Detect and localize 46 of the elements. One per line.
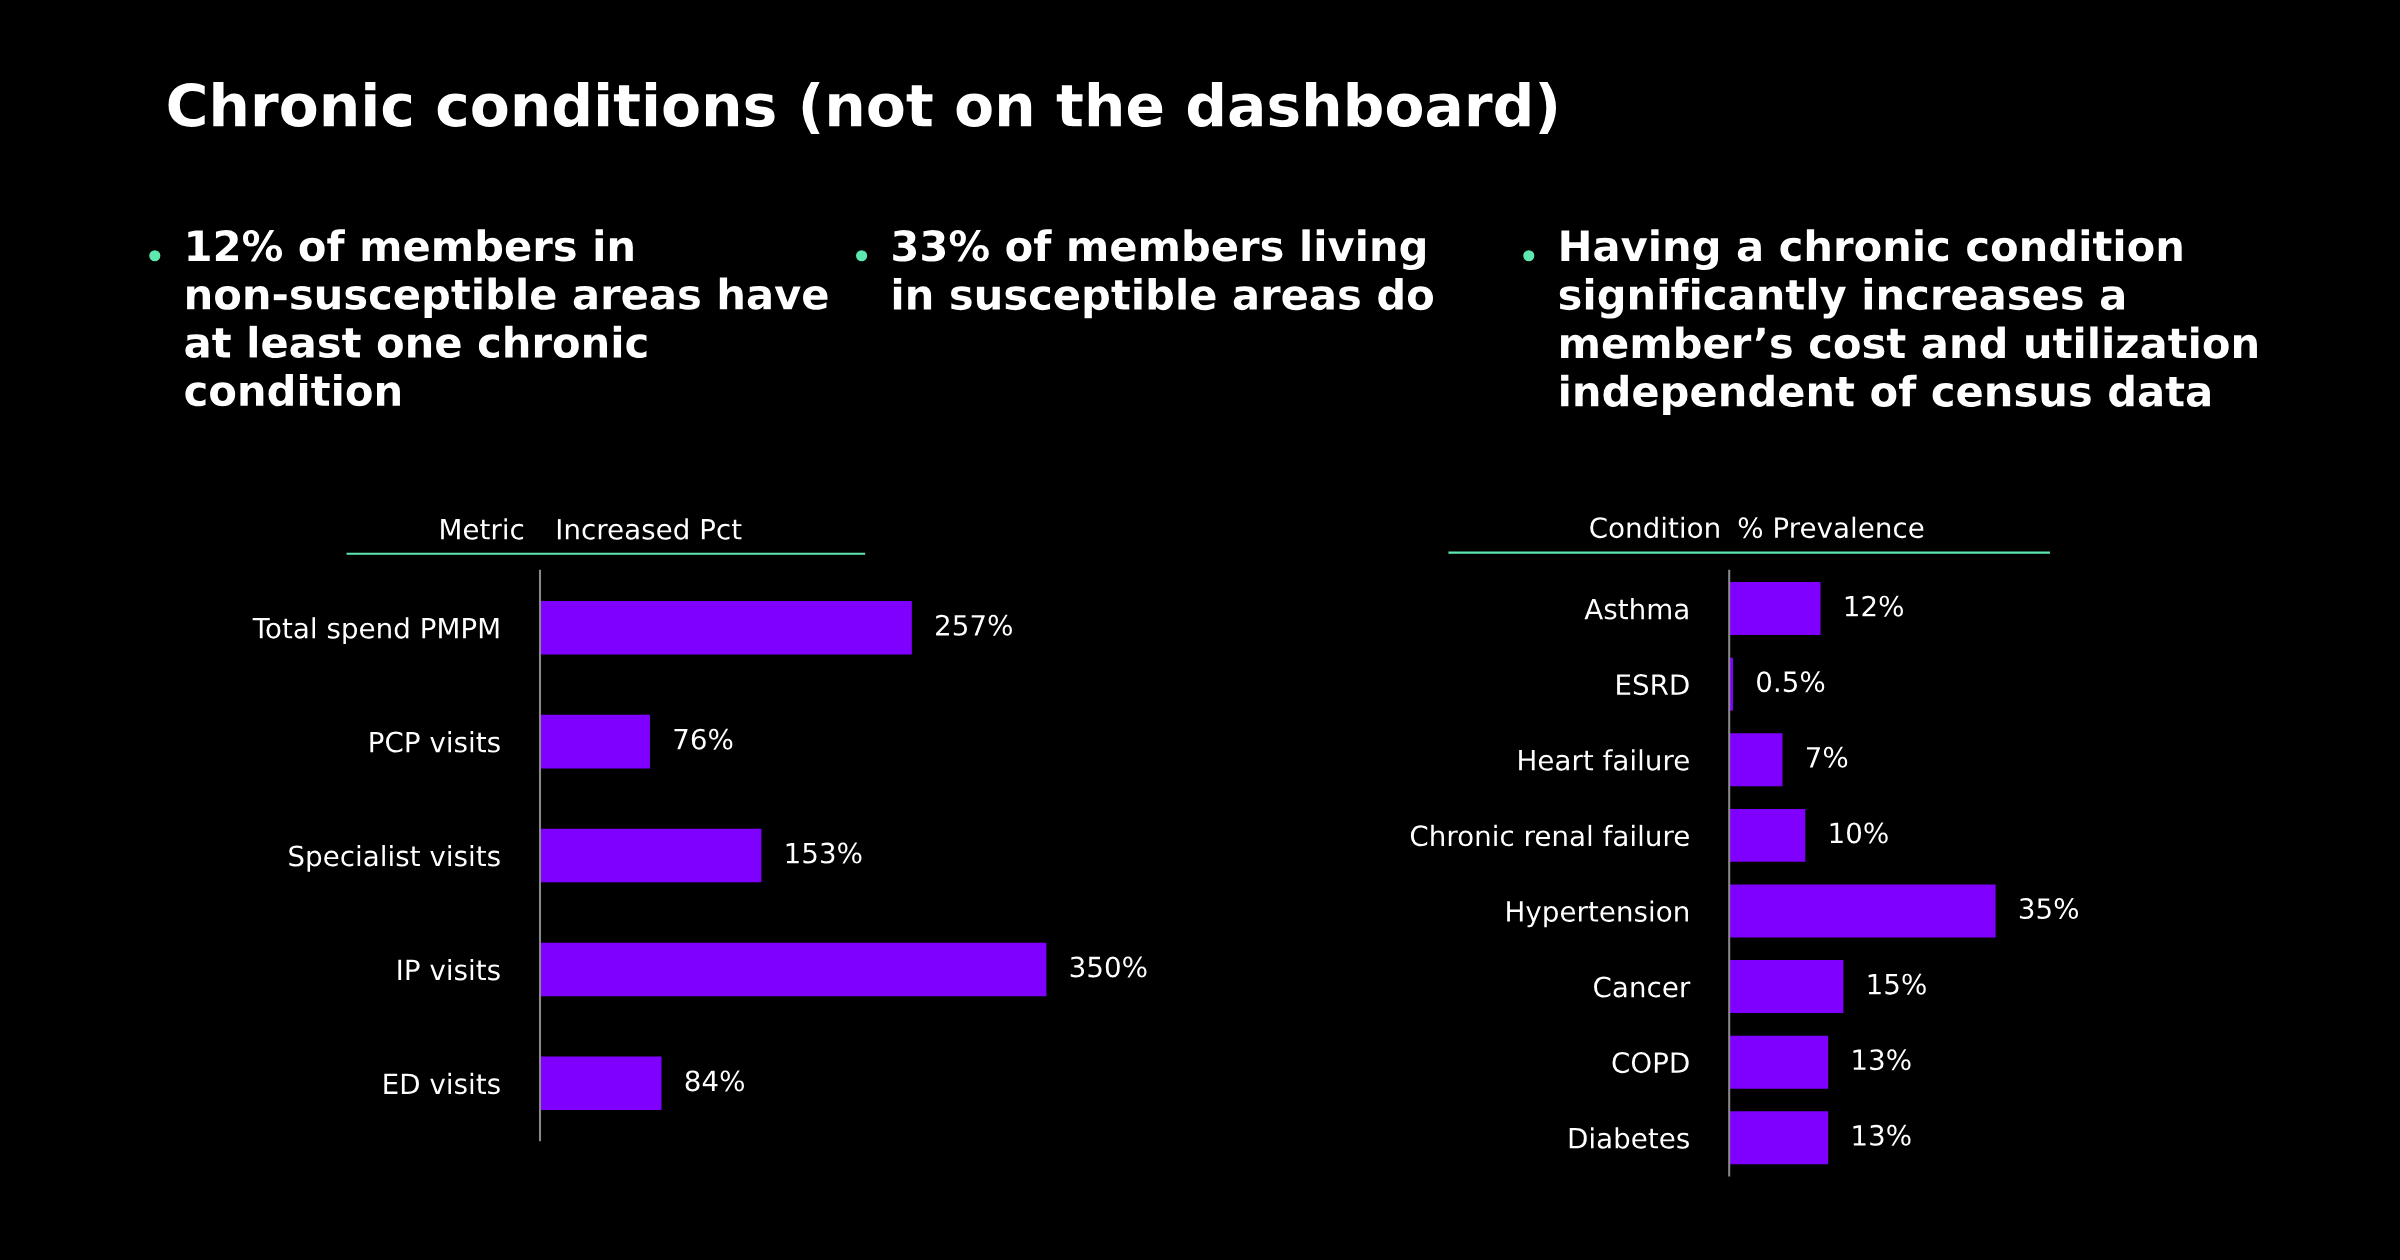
text: 12% of members in non-susceptible areas have at least one chronic condition	[185, 229, 828, 407]
bar	[540, 600, 912, 655]
data-label: 257%	[936, 614, 1012, 636]
bar	[1729, 733, 1783, 787]
data-label: 10%	[1830, 822, 1888, 844]
text: 33% of members living in susceptible areas do	[893, 229, 1433, 319]
data-label: 13%	[1853, 1049, 1911, 1071]
y-tick-label: COPD	[1612, 1052, 1689, 1074]
y-tick-label: Cancer	[1594, 976, 1691, 998]
y-tick-label: Hypertension	[1507, 900, 1688, 928]
y-tick-label: IP visits	[398, 958, 500, 981]
bar	[1729, 960, 1844, 1014]
bar	[540, 828, 762, 883]
data-label: 7%	[1806, 746, 1848, 768]
bar	[540, 942, 1047, 997]
y-tick-label: ED visits	[384, 1072, 500, 1095]
data-label: 84%	[685, 1070, 744, 1092]
data-label: 350%	[1070, 956, 1147, 978]
bar	[540, 714, 650, 769]
y-tick-label: Asthma	[1584, 598, 1688, 620]
bar	[1729, 1111, 1829, 1165]
data-label: 15%	[1868, 973, 1926, 995]
bar	[1729, 884, 1996, 938]
bar	[1729, 808, 1806, 862]
y-tick-label: ESRD	[1617, 674, 1689, 696]
y-tick-label: PCP visits	[370, 731, 500, 753]
x-axis-title: % Prevalence	[1738, 516, 1924, 539]
data-label: 0.5%	[1757, 671, 1825, 693]
x-axis-title: Increased Pct	[557, 518, 742, 540]
y-tick-label: Specialist visits	[289, 844, 500, 872]
bar	[540, 1056, 662, 1111]
y-axis-title: Metric	[441, 518, 524, 540]
data-label: 76%	[674, 728, 733, 750]
y-axis-title: Condition	[1590, 516, 1719, 539]
data-label: 12%	[1845, 595, 1903, 617]
y-tick-label: Heart failure	[1519, 749, 1689, 771]
y-tick-label: Diabetes	[1569, 1127, 1689, 1149]
data-label: 13%	[1853, 1124, 1911, 1146]
bar	[1729, 1035, 1829, 1089]
text: Chronic conditions (not on the dashboard)	[168, 81, 1557, 134]
text: Having a chronic condition significantly increases a member’s cost and utilization independent of census data	[1559, 229, 2257, 416]
y-tick-label: Total spend PMPM	[252, 617, 499, 645]
y-tick-label: Chronic renal failure	[1410, 824, 1689, 847]
bar	[1729, 582, 1821, 636]
data-label: 153%	[786, 842, 862, 864]
data-label: 35%	[2019, 898, 2079, 920]
